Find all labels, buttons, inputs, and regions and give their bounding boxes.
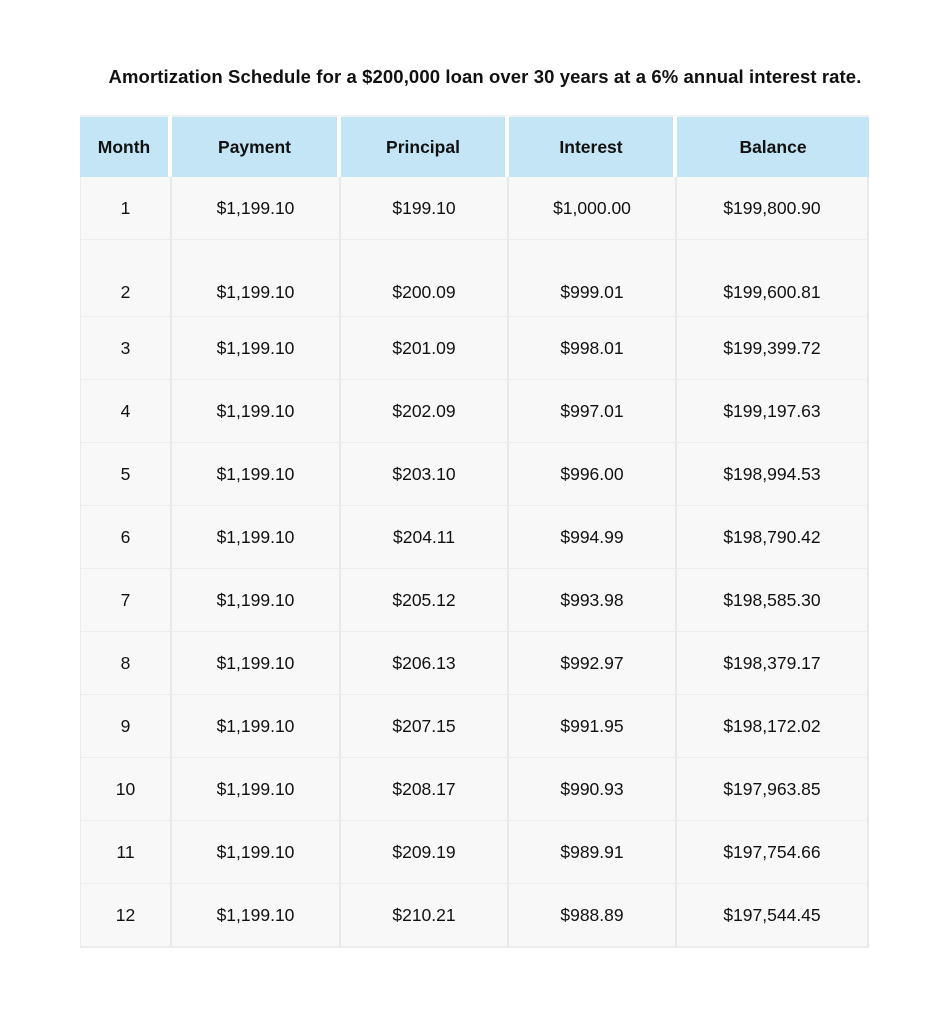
table-row: 4 $1,199.10 $202.09 $997.01 $199,197.63 bbox=[80, 379, 869, 442]
cell-balance: $198,585.30 bbox=[677, 568, 869, 631]
cell-balance: $197,544.45 bbox=[677, 883, 869, 948]
cell-month: 6 bbox=[80, 505, 172, 568]
cell-payment: $1,199.10 bbox=[172, 177, 341, 239]
table-row: 2 $1,199.10 $200.09 $999.01 $199,600.81 bbox=[80, 239, 869, 316]
table-row: 7 $1,199.10 $205.12 $993.98 $198,585.30 bbox=[80, 568, 869, 631]
cell-month: 9 bbox=[80, 694, 172, 757]
table-row: 11 $1,199.10 $209.19 $989.91 $197,754.66 bbox=[80, 820, 869, 883]
cell-principal: $200.09 bbox=[341, 239, 509, 316]
cell-month: 10 bbox=[80, 757, 172, 820]
cell-month: 8 bbox=[80, 631, 172, 694]
table-row: 10 $1,199.10 $208.17 $990.93 $197,963.85 bbox=[80, 757, 869, 820]
column-header-principal: Principal bbox=[341, 115, 509, 177]
table-row: 3 $1,199.10 $201.09 $998.01 $199,399.72 bbox=[80, 316, 869, 379]
column-header-interest: Interest bbox=[509, 115, 677, 177]
cell-interest: $999.01 bbox=[509, 239, 677, 316]
cell-month: 2 bbox=[80, 239, 172, 316]
cell-interest: $996.00 bbox=[509, 442, 677, 505]
cell-payment: $1,199.10 bbox=[172, 239, 341, 316]
cell-interest: $991.95 bbox=[509, 694, 677, 757]
cell-balance: $198,994.53 bbox=[677, 442, 869, 505]
cell-balance: $198,790.42 bbox=[677, 505, 869, 568]
cell-payment: $1,199.10 bbox=[172, 505, 341, 568]
cell-payment: $1,199.10 bbox=[172, 379, 341, 442]
cell-principal: $207.15 bbox=[341, 694, 509, 757]
cell-interest: $994.99 bbox=[509, 505, 677, 568]
cell-month: 1 bbox=[80, 177, 172, 239]
table-row: 8 $1,199.10 $206.13 $992.97 $198,379.17 bbox=[80, 631, 869, 694]
table-row: 5 $1,199.10 $203.10 $996.00 $198,994.53 bbox=[80, 442, 869, 505]
column-header-balance: Balance bbox=[677, 115, 869, 177]
cell-month: 5 bbox=[80, 442, 172, 505]
cell-principal: $199.10 bbox=[341, 177, 509, 239]
cell-interest: $1,000.00 bbox=[509, 177, 677, 239]
page-title: Amortization Schedule for a $200,000 loa… bbox=[108, 66, 862, 87]
cell-payment: $1,199.10 bbox=[172, 883, 341, 948]
cell-interest: $990.93 bbox=[509, 757, 677, 820]
cell-balance: $199,197.63 bbox=[677, 379, 869, 442]
cell-balance: $199,600.81 bbox=[677, 239, 869, 316]
cell-payment: $1,199.10 bbox=[172, 820, 341, 883]
column-header-month: Month bbox=[80, 115, 172, 177]
cell-balance: $199,800.90 bbox=[677, 177, 869, 239]
cell-principal: $208.17 bbox=[341, 757, 509, 820]
cell-interest: $997.01 bbox=[509, 379, 677, 442]
table-header-row: Month Payment Principal Interest Balance bbox=[80, 115, 869, 177]
cell-interest: $989.91 bbox=[509, 820, 677, 883]
cell-principal: $209.19 bbox=[341, 820, 509, 883]
cell-month: 7 bbox=[80, 568, 172, 631]
cell-principal: $205.12 bbox=[341, 568, 509, 631]
cell-payment: $1,199.10 bbox=[172, 694, 341, 757]
cell-interest: $993.98 bbox=[509, 568, 677, 631]
table-row: 6 $1,199.10 $204.11 $994.99 $198,790.42 bbox=[80, 505, 869, 568]
cell-balance: $197,754.66 bbox=[677, 820, 869, 883]
cell-principal: $201.09 bbox=[341, 316, 509, 379]
cell-interest: $992.97 bbox=[509, 631, 677, 694]
cell-payment: $1,199.10 bbox=[172, 442, 341, 505]
cell-balance: $199,399.72 bbox=[677, 316, 869, 379]
cell-payment: $1,199.10 bbox=[172, 316, 341, 379]
cell-principal: $203.10 bbox=[341, 442, 509, 505]
cell-month: 3 bbox=[80, 316, 172, 379]
cell-balance: $198,172.02 bbox=[677, 694, 869, 757]
cell-month: 4 bbox=[80, 379, 172, 442]
cell-payment: $1,199.10 bbox=[172, 631, 341, 694]
cell-interest: $998.01 bbox=[509, 316, 677, 379]
table-row: 9 $1,199.10 $207.15 $991.95 $198,172.02 bbox=[80, 694, 869, 757]
cell-month: 12 bbox=[80, 883, 172, 948]
cell-interest: $988.89 bbox=[509, 883, 677, 948]
amortization-table: Month Payment Principal Interest Balance… bbox=[80, 115, 869, 948]
cell-principal: $206.13 bbox=[341, 631, 509, 694]
column-header-payment: Payment bbox=[172, 115, 341, 177]
cell-principal: $210.21 bbox=[341, 883, 509, 948]
cell-principal: $204.11 bbox=[341, 505, 509, 568]
cell-payment: $1,199.10 bbox=[172, 757, 341, 820]
table-row: 12 $1,199.10 $210.21 $988.89 $197,544.45 bbox=[80, 883, 869, 948]
table-row: 1 $1,199.10 $199.10 $1,000.00 $199,800.9… bbox=[80, 177, 869, 239]
cell-balance: $197,963.85 bbox=[677, 757, 869, 820]
cell-month: 11 bbox=[80, 820, 172, 883]
cell-payment: $1,199.10 bbox=[172, 568, 341, 631]
cell-principal: $202.09 bbox=[341, 379, 509, 442]
cell-balance: $198,379.17 bbox=[677, 631, 869, 694]
